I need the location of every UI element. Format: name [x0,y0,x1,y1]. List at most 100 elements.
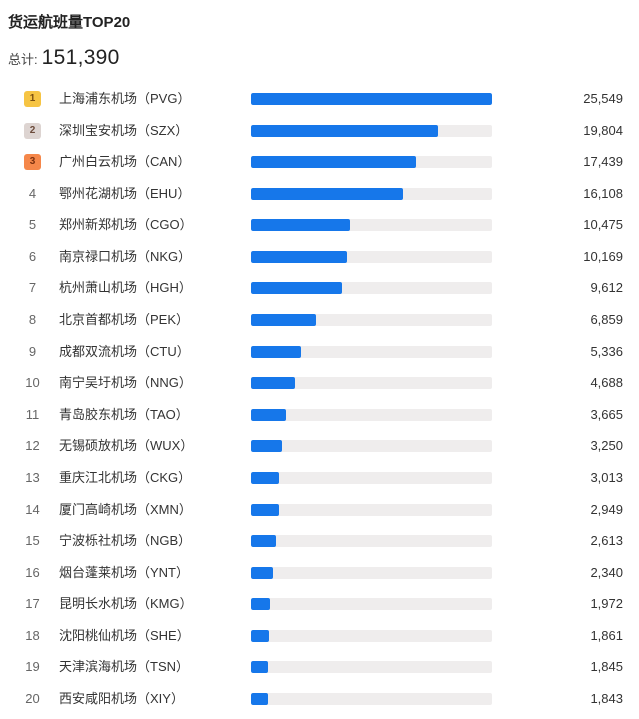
rank-number: 6 [28,248,37,264]
airport-name: 北京首都机场（PEK） [59,312,190,328]
bar-track [251,219,492,232]
bar-fill [251,124,438,137]
bar-fill [251,535,276,548]
flight-count: 1,845 [590,659,623,675]
airport-name: 西安咸阳机场（XIY） [59,690,184,706]
ranking-row: 17 昆明长水机场（KMG） 1,972 [0,588,639,620]
ranking-row: 11 青岛胶东机场（TAO） 3,665 [0,399,639,431]
bar-fill [251,377,296,390]
rank-badge: 3 [24,154,41,171]
bar-track [251,314,492,327]
bar-fill [251,471,280,484]
bar-track [251,629,492,642]
bar-fill [251,598,270,611]
ranking-row: 5 郑州新郑机场（CGO） 10,475 [0,209,639,241]
bar-track [251,661,492,674]
rank-number: 13 [25,469,40,485]
bar-fill [251,692,269,705]
bar-fill [251,408,286,421]
airport-name: 重庆江北机场（CKG） [59,469,192,485]
rank-number: 18 [25,627,40,643]
bar-fill [251,503,279,516]
total-value: 151,390 [41,46,120,69]
bar-track [251,471,492,484]
bar-track [251,124,492,137]
bar-fill [251,282,342,295]
bar-track [251,408,492,421]
bar-fill [251,629,269,642]
airport-name: 烟台蓬莱机场（YNT） [59,564,190,580]
chart-title: 货运航班量TOP20 [8,14,131,31]
bar-fill [251,93,492,105]
airport-name: 郑州新郑机场（CGO） [59,217,193,233]
bar-fill [251,219,350,232]
flight-count: 17,439 [583,154,623,170]
rank-number: 10 [25,375,40,391]
ranking-list: 1 上海浦东机场（PVG） 25,549 2 深圳宝安机场（SZX） 19,804 3 广州白… [0,83,639,715]
bar-track [251,566,492,579]
bar-fill [251,661,269,674]
airport-name: 杭州萧山机场（HGH） [59,280,192,296]
bar-track [251,535,492,548]
bar-track [251,345,492,358]
rank-number: 11 [25,406,40,422]
ranking-row: 19 天津滨海机场（TSN） 1,845 [0,651,639,683]
ranking-row: 9 成都双流机场（CTU） 5,336 [0,336,639,368]
bar-track [251,282,492,295]
bar-track [251,440,492,453]
ranking-row: 10 南宁吴圩机场（NNG） 4,688 [0,367,639,399]
rank-number: 4 [28,185,37,201]
rank-badge: 1 [24,91,41,107]
flight-count: 9,612 [590,280,623,296]
flight-count: 6,859 [590,312,623,328]
bar-fill [251,566,274,579]
airport-name: 成都双流机场（CTU） [59,343,190,359]
ranking-row: 18 沈阳桃仙机场（SHE） 1,861 [0,620,639,652]
rank-number: 7 [28,280,37,296]
bar-fill [251,345,302,358]
airport-name: 厦门高崎机场（XMN） [59,501,192,517]
ranking-row: 6 南京禄口机场（NKG） 10,169 [0,241,639,273]
ranking-row: 14 厦门高崎机场（XMN） 2,949 [0,494,639,526]
airport-name: 昆明长水机场（KMG） [59,596,193,612]
bar-track [251,250,492,263]
flight-count: 2,949 [590,501,623,517]
flight-count: 3,250 [590,438,623,454]
airport-name: 宁波栎社机场（NGB） [59,533,192,549]
ranking-row: 12 无锡硕放机场（WUX） 3,250 [0,430,639,462]
bar-fill [251,440,282,453]
total-label: 总计: [8,52,38,67]
flight-count: 4,688 [590,375,623,391]
rank-number: 17 [25,596,40,612]
flight-count: 1,843 [590,690,623,706]
airport-name: 无锡硕放机场（WUX） [59,438,194,454]
flight-count: 3,665 [590,406,623,422]
rank-number: 9 [28,343,37,359]
airport-name: 上海浦东机场（PVG） [59,91,191,106]
ranking-row: 1 上海浦东机场（PVG） 25,549 [0,83,639,115]
bar-fill [251,314,316,327]
ranking-row: 2 深圳宝安机场（SZX） 19,804 [0,115,639,147]
bar-track [251,598,492,611]
flight-count: 25,549 [583,91,623,106]
ranking-row: 15 宁波栎社机场（NGB） 2,613 [0,525,639,557]
total-summary: 总计: 151,390 [8,46,120,72]
bar-track [251,503,492,516]
airport-name: 天津滨海机场（TSN） [59,659,190,675]
ranking-row: 8 北京首都机场（PEK） 6,859 [0,304,639,336]
airport-name: 青岛胶东机场（TAO） [59,406,189,422]
rank-number: 15 [25,533,40,549]
flight-count: 19,804 [583,122,623,138]
rank-number: 20 [25,690,40,706]
bar-track [251,692,492,705]
rank-number: 16 [25,564,40,580]
flight-count: 2,340 [590,564,623,580]
flight-count: 10,475 [583,217,623,233]
bar-fill [251,156,416,169]
ranking-row: 16 烟台蓬莱机场（YNT） 2,340 [0,557,639,589]
ranking-row: 20 西安咸阳机场（XIY） 1,843 [0,683,639,715]
bar-fill [251,187,403,200]
airport-name: 鄂州花湖机场（EHU） [59,185,191,201]
flight-count: 5,336 [590,343,623,359]
airport-name: 南京禄口机场（NKG） [59,248,192,264]
